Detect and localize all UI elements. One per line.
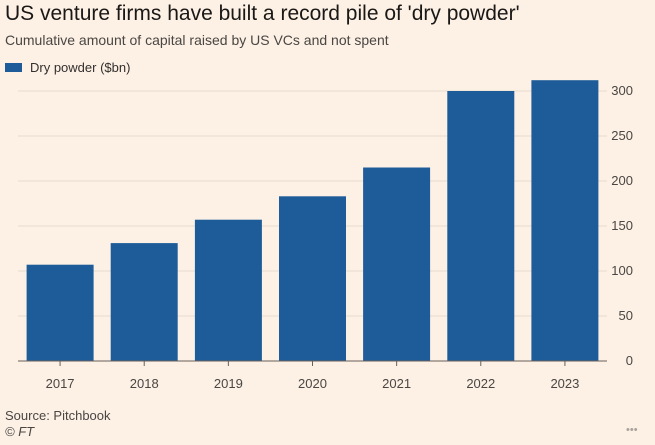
x-tick-label-2018: 2018 [130, 376, 159, 391]
x-tick-label-2019: 2019 [214, 376, 243, 391]
bar-2020 [279, 196, 346, 361]
y-tick-label-300: 300 [611, 83, 633, 98]
source-note: Source: Pitchbook [5, 408, 111, 423]
x-tick-label-2020: 2020 [298, 376, 327, 391]
bar-2021 [363, 167, 431, 361]
y-tick-label-250: 250 [611, 128, 633, 143]
bar-2023 [531, 80, 599, 361]
y-tick-label-0: 0 [626, 353, 633, 368]
legend-label: Dry powder ($bn) [30, 60, 131, 75]
bar-2017 [26, 264, 94, 361]
bar-2019 [194, 219, 262, 361]
corner-dots-icon: ••• [626, 424, 638, 436]
chart-title: US venture firms have built a record pil… [5, 2, 520, 25]
legend: Dry powder ($bn) [5, 60, 130, 75]
x-tick-label-2021: 2021 [382, 376, 411, 391]
legend-swatch [5, 63, 22, 72]
y-tick-label-100: 100 [611, 263, 633, 278]
y-tick-label-50: 50 [619, 308, 633, 323]
x-tick-label-2023: 2023 [550, 376, 579, 391]
x-tick-label-2017: 2017 [46, 376, 75, 391]
y-tick-label-150: 150 [611, 218, 633, 233]
y-tick-label-200: 200 [611, 173, 633, 188]
bar-2018 [110, 243, 178, 361]
bar-2022 [447, 91, 515, 361]
ft-credit: © FT [5, 424, 35, 439]
x-tick-label-2022: 2022 [466, 376, 495, 391]
chart-subtitle: Cumulative amount of capital raised by U… [5, 32, 389, 48]
